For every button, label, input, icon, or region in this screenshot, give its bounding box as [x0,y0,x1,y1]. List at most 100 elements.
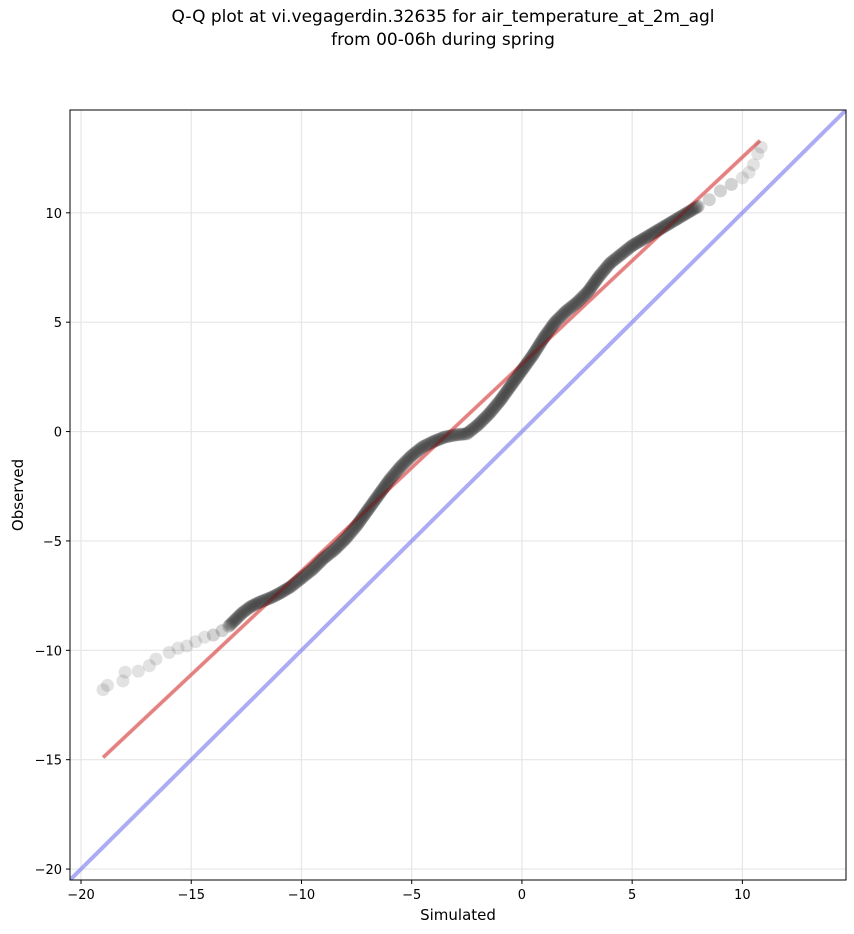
qq-point [244,600,258,614]
qq-point [628,237,642,251]
qq-point [620,243,634,257]
qq-point [690,200,704,214]
qq-point [637,231,651,245]
qq-point [329,542,343,556]
qq-point [462,425,476,439]
qq-point [678,207,692,221]
qq-point [470,419,484,433]
qq-point [599,261,613,275]
qq-point [149,652,163,666]
qq-point [563,301,577,315]
qq-point [405,449,419,463]
qq-point [430,433,444,447]
qq-point [315,553,329,567]
qq-point [558,305,572,319]
qq-point [652,223,666,237]
qq-point [590,273,604,287]
qq-point [548,315,562,329]
qq-point [343,527,357,541]
qq-point [271,587,285,601]
qq-point [228,613,242,627]
qq-point [614,247,628,261]
qq-point [497,388,511,402]
qq-point [633,234,647,248]
qq-point [416,440,430,454]
x-tick-label: 10 [734,888,751,903]
qq-point [686,202,700,216]
qq-point [477,411,491,425]
qq-point [323,547,337,561]
qq-point [325,545,339,559]
x-tick-label: −10 [288,888,315,903]
qq-point [311,557,325,571]
qq-point [667,214,681,228]
qq-point [309,559,323,573]
qq-point [496,389,510,403]
qq-point [580,286,594,300]
qq-point [335,535,349,549]
qq-point [303,564,317,578]
qq-point [439,430,453,444]
qq-point [396,457,410,471]
qq-point [481,408,495,422]
qq-point [350,519,364,533]
qq-point [668,213,682,227]
qq-point [683,204,697,218]
qq-point [380,476,394,490]
qq-point [555,309,569,323]
qq-point [550,313,564,327]
qq-point [515,363,529,377]
qq-point [250,596,264,610]
qq-point [378,479,392,493]
data-area [70,110,846,880]
qq-point [587,276,601,290]
qq-point [406,448,420,462]
y-tick-label: −20 [35,863,62,878]
qq-point [503,380,517,394]
qq-point [313,555,327,569]
qq-point [266,590,280,604]
qq-point [400,453,414,467]
qq-point [572,293,586,307]
qq-point [363,500,377,514]
qq-point [513,366,527,380]
qq-point [116,674,130,688]
qq-point [234,607,248,621]
qq-point [541,325,555,339]
qq-point [644,228,658,242]
qq-point [606,254,620,268]
qq-point [458,427,472,441]
qq-point [501,382,515,396]
qq-point [280,582,294,596]
qq-point [171,641,185,655]
qq-point [332,538,346,552]
qq-point [546,318,560,332]
qq-point [557,306,571,320]
qq-point [556,308,570,322]
qq-point [452,428,466,442]
qq-point [547,316,561,330]
qq-point [619,243,633,257]
qq-point [358,507,372,521]
qq-point [366,496,380,510]
qq-point [265,590,279,604]
qq-point [277,584,291,598]
qq-point [528,346,542,359]
qq-point [461,426,475,440]
qq-point [371,489,385,503]
qq-point [435,431,449,445]
qq-point [537,331,551,344]
qq-point [674,209,688,223]
qq-point [642,228,656,242]
qq-point [347,522,361,536]
qq-point [355,512,369,526]
qq-point [225,616,239,630]
qq-point [286,578,300,592]
qq-point [356,510,370,524]
chart-title-line-1: Q-Q plot at vi.vegagerdin.32635 for air_… [171,7,715,27]
y-tick-label: 10 [45,207,62,222]
qq-point [215,624,229,638]
qq-point [245,599,259,613]
qq-point [235,606,249,620]
qq-point [560,303,574,317]
